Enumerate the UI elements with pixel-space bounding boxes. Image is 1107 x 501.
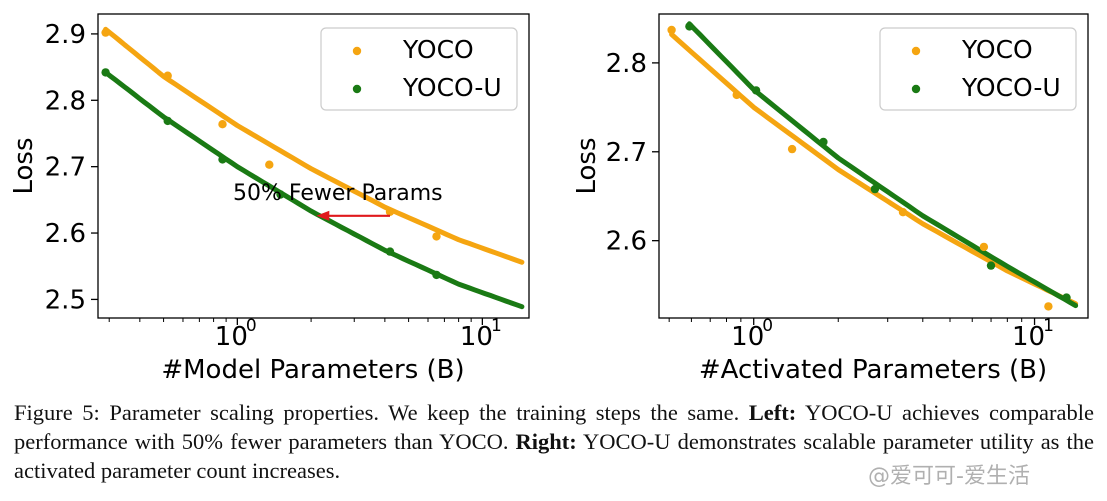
data-point-yoco [979, 242, 989, 252]
legend-label-yoco: YOCO [961, 35, 1033, 64]
data-point-yoco [432, 232, 441, 241]
legend-box [879, 27, 1077, 111]
x-axis-label: #Model Parameters (B) [161, 355, 464, 385]
fit-curve-yoco-u [103, 69, 525, 310]
caption-left-text: YOCO-U achieves comparable performance w… [14, 400, 1094, 454]
figure-caption: Figure 5: Parameter scaling properties. … [14, 398, 1094, 485]
y-tick-label: 2.6 [45, 219, 86, 249]
x-axis-label: #Activated Parameters (B) [699, 355, 1047, 385]
data-point-yoco-u [218, 155, 227, 164]
annotation-arrow-head [316, 210, 330, 221]
data-point-yoco-u [385, 247, 395, 256]
plot-frame [658, 13, 1089, 319]
data-point-yoco-u [819, 137, 828, 147]
x-tick-label: 10 [460, 322, 493, 352]
y-axis-label: Loss [9, 137, 39, 194]
caption-right-text: YOCO-U demonstrates scalable parameter u… [14, 429, 1094, 483]
legend-marker-yoco-u [911, 84, 921, 94]
y-axis-label: Loss [572, 137, 602, 194]
data-point-yoco [898, 208, 908, 217]
legend-marker-yoco [911, 46, 921, 56]
legend: YOCO YOCO-U [879, 27, 1077, 111]
data-point-yoco-u [685, 22, 694, 31]
data-point-yoco-u [163, 116, 172, 126]
legend-label-yoco: YOCO [402, 35, 474, 64]
y-tick-label: 2.8 [45, 86, 86, 116]
data-point-yoco-u [986, 261, 996, 270]
x-tick-exponent: 0 [762, 316, 773, 336]
x-tick-exponent: 1 [491, 316, 502, 336]
x-tick-label: 10 [731, 322, 764, 352]
data-point-yoco-u [1062, 293, 1071, 302]
legend-marker-yoco [352, 46, 362, 56]
caption-left-label: Left: [748, 400, 797, 425]
caption-sentence: Parameter scaling properties. We keep th… [99, 400, 749, 425]
data-point-yoco [667, 25, 676, 35]
data-point-yoco-u [276, 190, 285, 199]
data-point-yoco [163, 71, 172, 80]
plot-frame [97, 13, 530, 319]
legend-label-yoco-u: YOCO-U [961, 73, 1061, 102]
y-tick-label: 2.9 [45, 20, 86, 50]
data-point-yoco [732, 90, 741, 100]
y-tick-label: 2.7 [45, 153, 86, 183]
y-tick-label: 2.8 [606, 49, 647, 79]
data-point-yoco [101, 28, 110, 37]
fit-curve-yoco-u [686, 21, 1079, 309]
data-point-yoco [265, 160, 274, 169]
data-point-yoco [218, 120, 227, 129]
legend-marker-yoco-u [352, 84, 362, 94]
data-point-yoco-u [101, 68, 110, 77]
data-point-yoco [787, 144, 797, 154]
legend-box [320, 27, 518, 111]
legend: YOCO YOCO-U [320, 27, 518, 111]
legend-label-yoco-u: YOCO-U [402, 73, 502, 102]
y-tick-label: 2.7 [606, 138, 647, 168]
data-point-yoco-u [870, 184, 880, 194]
data-point-yoco [1044, 302, 1053, 311]
caption-figure-label: Figure 5: [14, 400, 100, 425]
annotation-label: 50% Fewer Params [233, 181, 443, 206]
x-tick-label: 10 [1012, 322, 1045, 352]
y-tick-label: 2.6 [606, 227, 647, 257]
data-point-yoco [385, 207, 395, 216]
x-tick-exponent: 1 [1043, 316, 1054, 336]
x-tick-label: 10 [215, 322, 248, 352]
caption-right-label: Right: [515, 429, 577, 454]
y-tick-label: 2.5 [45, 285, 86, 315]
watermark: @爱可可-爱生活 [868, 464, 1030, 489]
x-tick-exponent: 0 [246, 316, 257, 336]
data-point-yoco-u [432, 270, 441, 280]
data-point-yoco-u [751, 86, 761, 95]
